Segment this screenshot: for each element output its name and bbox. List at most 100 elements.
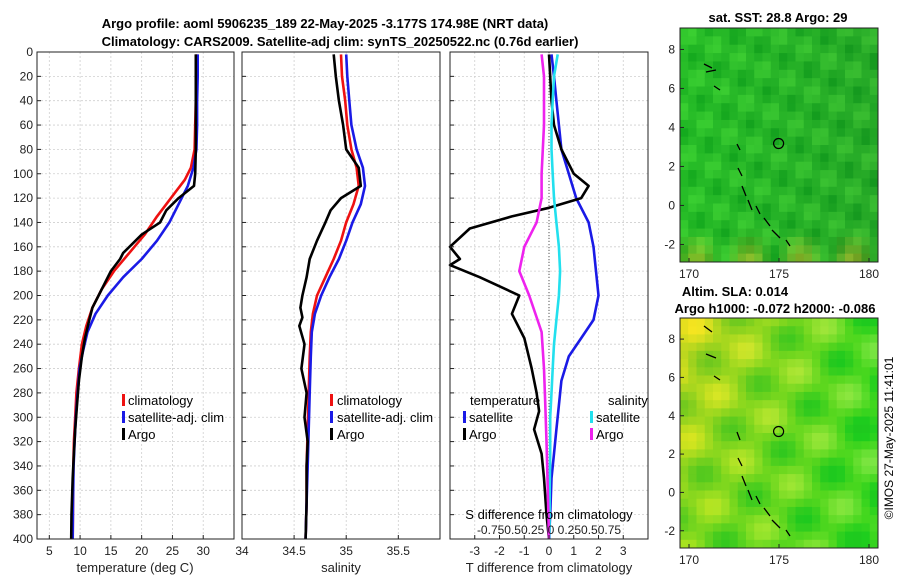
map-cell bbox=[737, 186, 747, 196]
sla-argo-position-marker bbox=[772, 425, 785, 438]
map-cell bbox=[746, 211, 755, 221]
map-cell bbox=[688, 145, 697, 154]
map-cell bbox=[845, 69, 854, 79]
map-cell bbox=[820, 178, 829, 188]
map-cell bbox=[812, 441, 821, 450]
map-cell bbox=[737, 86, 747, 96]
map-cell bbox=[795, 334, 805, 344]
map-cell bbox=[845, 245, 854, 255]
map-cell bbox=[845, 161, 854, 171]
map-cell bbox=[762, 36, 772, 46]
map-cell bbox=[746, 94, 755, 104]
map-cell bbox=[746, 136, 755, 146]
map-cell bbox=[836, 203, 846, 213]
map-cell bbox=[779, 28, 788, 37]
map-cell bbox=[869, 474, 879, 483]
map-y-tick-label: 6 bbox=[668, 370, 675, 384]
map-cell bbox=[845, 94, 854, 104]
map-cell bbox=[770, 383, 780, 393]
map-cell bbox=[853, 170, 862, 179]
sst-coastline-islands bbox=[703, 63, 791, 247]
map-cell bbox=[729, 178, 739, 188]
map-cell bbox=[869, 136, 879, 146]
map-cell bbox=[746, 375, 755, 385]
map-cell bbox=[861, 441, 871, 450]
map-cell bbox=[680, 128, 689, 138]
map-cell bbox=[754, 367, 763, 376]
map-cell bbox=[853, 318, 862, 327]
map-cell bbox=[688, 128, 697, 138]
map-cell bbox=[869, 490, 879, 500]
map-cell bbox=[680, 506, 689, 516]
map-cell bbox=[795, 523, 805, 533]
map-cell bbox=[762, 342, 772, 352]
map-cell bbox=[803, 334, 813, 344]
map-cell bbox=[795, 441, 805, 450]
map-cell bbox=[853, 220, 862, 230]
map-cell bbox=[845, 350, 854, 360]
map-cell bbox=[828, 111, 838, 121]
map-cell bbox=[779, 211, 788, 221]
map-cell bbox=[680, 490, 689, 500]
map-cell bbox=[713, 36, 722, 46]
map-cell bbox=[795, 36, 805, 46]
map-cell bbox=[762, 203, 772, 213]
map-cell bbox=[787, 433, 796, 442]
map-cell bbox=[869, 515, 879, 524]
map-cell bbox=[770, 515, 780, 524]
map-cell bbox=[704, 103, 714, 113]
map-cell bbox=[861, 474, 871, 483]
map-cell bbox=[762, 170, 772, 179]
map-cell bbox=[704, 474, 714, 483]
map-cell bbox=[729, 153, 739, 163]
map-cell bbox=[762, 195, 772, 204]
map-cell bbox=[696, 441, 706, 450]
map-cell bbox=[787, 318, 796, 327]
s-difference-ticks: -0.750.50.25 0 0.250.50.75 bbox=[477, 523, 621, 537]
map-cell bbox=[869, 170, 879, 179]
map-cell bbox=[696, 457, 706, 467]
map-cell bbox=[770, 506, 780, 516]
map-cell bbox=[779, 515, 788, 524]
map-cell bbox=[845, 178, 854, 188]
map-cell bbox=[861, 416, 871, 426]
map-cell bbox=[704, 36, 714, 46]
map-cell bbox=[680, 383, 689, 393]
map-cell bbox=[845, 457, 854, 467]
map-cell bbox=[812, 186, 821, 196]
map-cell bbox=[803, 111, 813, 121]
map-cell bbox=[820, 375, 829, 385]
map-cell bbox=[812, 203, 821, 213]
map-cell bbox=[828, 539, 838, 549]
map-cell bbox=[820, 449, 829, 459]
map-cell bbox=[721, 515, 730, 524]
map-cell bbox=[762, 416, 772, 426]
map-cell bbox=[828, 128, 838, 138]
map-cell bbox=[861, 220, 871, 230]
map-cell bbox=[729, 531, 739, 541]
map-cell bbox=[853, 342, 862, 352]
map-cell bbox=[845, 383, 854, 393]
map-cell bbox=[688, 245, 697, 255]
map-cell bbox=[721, 245, 730, 255]
map-cell bbox=[713, 245, 722, 255]
map-cell bbox=[853, 457, 862, 467]
map-cell bbox=[812, 94, 821, 104]
y-tick-label: 100 bbox=[13, 167, 33, 181]
map-cell bbox=[853, 408, 862, 418]
map-cell bbox=[696, 531, 706, 541]
map-x-tick-label: 180 bbox=[859, 553, 879, 567]
map-cell bbox=[845, 416, 854, 426]
map-cell bbox=[704, 318, 714, 327]
map-cell bbox=[869, 391, 879, 401]
map-cell bbox=[729, 482, 739, 491]
map-cell bbox=[820, 253, 829, 263]
map-cell bbox=[779, 195, 788, 204]
map-cell bbox=[762, 119, 772, 129]
map-cell bbox=[721, 359, 730, 368]
y-tick-label: 160 bbox=[13, 240, 33, 254]
map-cell bbox=[713, 103, 722, 113]
map-cell bbox=[713, 433, 722, 442]
map-cell bbox=[704, 211, 714, 221]
map-cell bbox=[729, 515, 739, 524]
